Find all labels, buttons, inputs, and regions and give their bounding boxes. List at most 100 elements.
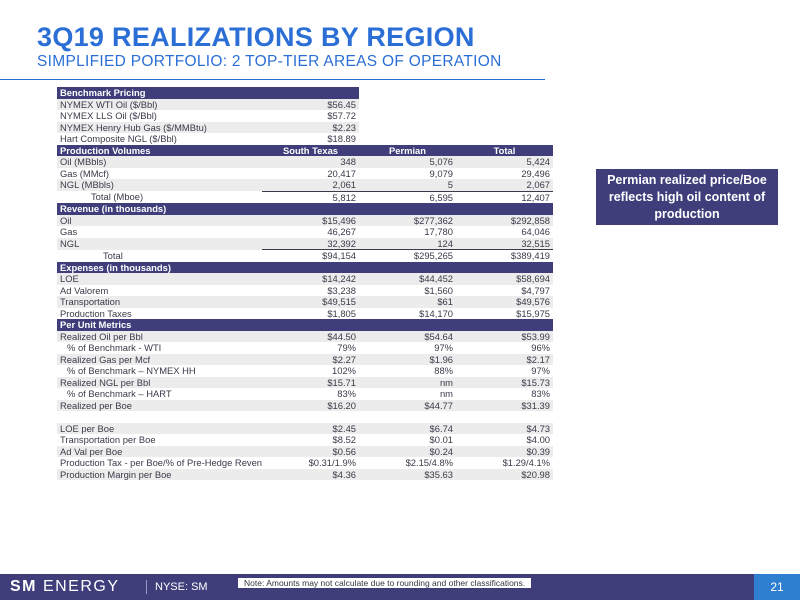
- table-row: Ad Valorem $3,238 $1,560 $4,797: [57, 284, 553, 296]
- row-label: Transportation: [57, 296, 262, 308]
- cell-value: 348: [262, 156, 359, 168]
- cell-value: $0.24: [359, 445, 456, 457]
- table-row: Production Margin per Boe $4.36 $35.63 $…: [57, 468, 553, 480]
- cell-value: $277,362: [359, 214, 456, 226]
- table-row-total: Total $94,154 $295,265 $389,419: [57, 249, 553, 262]
- table-row: LOE per Boe $2.45 $6.74 $4.73: [57, 422, 553, 434]
- cell-value: $16.20: [262, 399, 359, 411]
- row-label: Transportation per Boe: [57, 434, 262, 446]
- cell-value: 79%: [262, 342, 359, 354]
- callout-text: Permian realized price/Boe reflects high…: [607, 172, 767, 221]
- benchmark-header-row: Benchmark Pricing: [57, 87, 553, 99]
- spacer-row: [57, 411, 553, 423]
- cell-value: $2.27: [262, 353, 359, 365]
- cell-value: $18.89: [262, 133, 359, 145]
- row-label: Realized Oil per Bbl: [57, 330, 262, 342]
- row-label: % of Benchmark – NYMEX HH: [57, 365, 262, 377]
- cell-value: 64,046: [456, 226, 553, 238]
- table-row: Production Tax - per Boe/% of Pre-Hedge …: [57, 457, 553, 469]
- company-logo: SM ENERGY: [10, 578, 120, 596]
- row-label: Realized per Boe: [57, 399, 262, 411]
- row-label: Realized NGL per Bbl: [57, 376, 262, 388]
- row-label: % of Benchmark - WTI: [57, 342, 262, 354]
- cell-value: $2.15/4.8%: [359, 457, 456, 469]
- cell-value: $4.73: [456, 422, 553, 434]
- row-label: NGL: [57, 237, 262, 250]
- cell-value: $0.56: [262, 445, 359, 457]
- per-unit-header-row: Per Unit Metrics: [57, 319, 553, 331]
- cell-value: 5: [359, 179, 456, 192]
- table-row: NYMEX Henry Hub Gas ($/MMBtu) $2.23: [57, 121, 553, 133]
- per-unit-header: Per Unit Metrics: [57, 319, 553, 331]
- row-label: Production Margin per Boe: [57, 468, 262, 480]
- cell-value: $8.52: [262, 434, 359, 446]
- cell-value: 5,424: [456, 156, 553, 168]
- cell-value: 124: [359, 237, 456, 250]
- page-number: 21: [754, 574, 800, 600]
- cell-value: $295,265: [359, 249, 456, 262]
- cell-value: $56.45: [262, 98, 359, 110]
- table-row: NYMEX LLS Oil ($/Bbl) $57.72: [57, 110, 553, 122]
- cell-value: 5,812: [262, 191, 359, 203]
- cell-value: $14,170: [359, 307, 456, 319]
- cell-value: $4.00: [456, 434, 553, 446]
- cell-value: nm: [359, 376, 456, 388]
- cell-value: 5,076: [359, 156, 456, 168]
- cell-value: $94,154: [262, 249, 359, 262]
- logo-bold-text: SM: [10, 578, 37, 595]
- row-label: % of Benchmark – HART: [57, 388, 262, 400]
- cell-value: $35.63: [359, 468, 456, 480]
- cell-value: 32,515: [456, 237, 553, 250]
- cell-value: 97%: [359, 342, 456, 354]
- cell-value: 88%: [359, 365, 456, 377]
- footnote: Note: Amounts may not calculate due to r…: [238, 578, 532, 588]
- cell-value: $2.45: [262, 422, 359, 434]
- table-row: Realized Gas per Mcf $2.27 $1.96 $2.17: [57, 353, 553, 365]
- cell-value: $54.64: [359, 330, 456, 342]
- row-label: LOE per Boe: [57, 422, 262, 434]
- cell-value: $1.29/4.1%: [456, 457, 553, 469]
- cell-value: 102%: [262, 365, 359, 377]
- row-label: NYMEX LLS Oil ($/Bbl): [57, 110, 262, 122]
- cell-value: $15,496: [262, 214, 359, 226]
- row-label: Ad Valorem: [57, 284, 262, 296]
- row-label: NYMEX Henry Hub Gas ($/MMBtu): [57, 121, 262, 133]
- column-header: Permian: [359, 144, 456, 156]
- table-row: Production Taxes $1,805 $14,170 $15,975: [57, 307, 553, 319]
- cell-value: 2,061: [262, 179, 359, 192]
- cell-value: $0.01: [359, 434, 456, 446]
- table-row: NYMEX WTI Oil ($/Bbl) $56.45: [57, 98, 553, 110]
- cell-value: $15.71: [262, 376, 359, 388]
- table-row-total: Total (Mboe) 5,812 6,595 12,407: [57, 191, 553, 203]
- cell-value: $57.72: [262, 110, 359, 122]
- cell-value: $53.99: [456, 330, 553, 342]
- row-label: Total (Mboe): [57, 191, 262, 203]
- row-label: Realized Gas per Mcf: [57, 353, 262, 365]
- table-row: % of Benchmark – NYMEX HH 102% 88% 97%: [57, 365, 553, 377]
- table-row: % of Benchmark - WTI 79% 97% 96%: [57, 342, 553, 354]
- row-label: Oil: [57, 214, 262, 226]
- expenses-header: Expenses (in thousands): [57, 261, 553, 273]
- cell-value: 83%: [262, 388, 359, 400]
- column-header: Total: [456, 144, 553, 156]
- table-row: Realized NGL per Bbl $15.71 nm $15.73: [57, 376, 553, 388]
- table-row: NGL 32,392 124 32,515: [57, 237, 553, 250]
- cell-value: $6.74: [359, 422, 456, 434]
- page-subtitle: SIMPLIFIED PORTFOLIO: 2 TOP-TIER AREAS O…: [37, 53, 502, 70]
- stock-ticker: NYSE: SM: [155, 581, 208, 593]
- production-header-row: Production Volumes South Texas Permian T…: [57, 144, 553, 156]
- row-label: Production Taxes: [57, 307, 262, 319]
- table-row: % of Benchmark – HART 83% nm 83%: [57, 388, 553, 400]
- row-label: Oil (MBbls): [57, 156, 262, 168]
- cell-value: $14,242: [262, 273, 359, 285]
- cell-value: 2,067: [456, 179, 553, 192]
- table-row: Ad Val per Boe $0.56 $0.24 $0.39: [57, 445, 553, 457]
- cell-value: 9,079: [359, 167, 456, 179]
- cell-value: $44,452: [359, 273, 456, 285]
- cell-value: 29,496: [456, 167, 553, 179]
- cell-value: 46,267: [262, 226, 359, 238]
- benchmark-header: Benchmark Pricing: [57, 87, 262, 99]
- realizations-table: Benchmark Pricing NYMEX WTI Oil ($/Bbl) …: [57, 87, 553, 480]
- row-label: NYMEX WTI Oil ($/Bbl): [57, 98, 262, 110]
- cell-value: $4.36: [262, 468, 359, 480]
